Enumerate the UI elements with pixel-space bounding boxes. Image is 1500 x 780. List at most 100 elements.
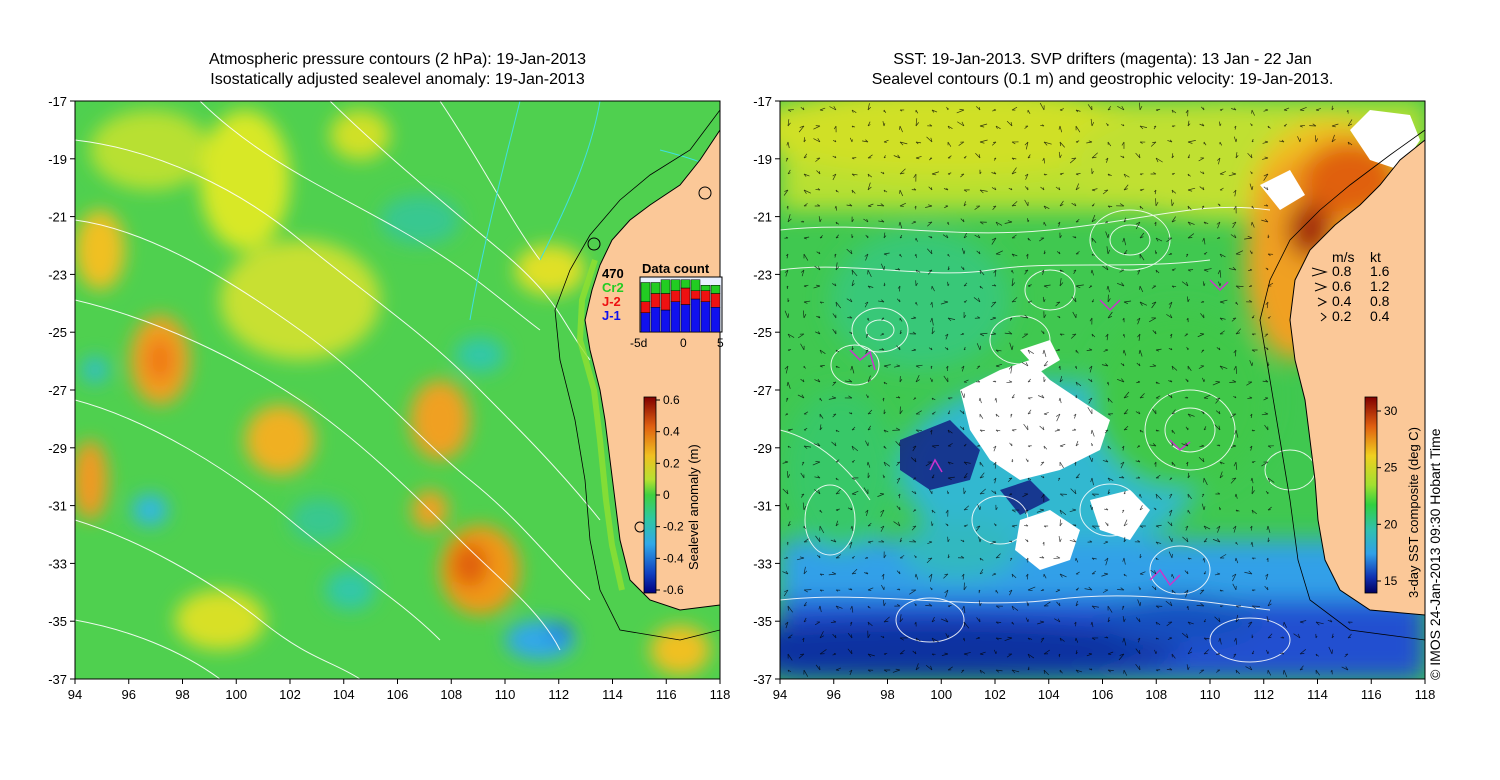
- right-lon-tick-2: 98: [880, 687, 894, 702]
- geostrophic-velocity-arrows: [782, 102, 1353, 678]
- velocity-legend: m/s kt 0.8 1.60.6 1.20.4 0.80.2 0.4: [1311, 249, 1390, 324]
- left-lat-tick-3: -23: [48, 267, 67, 282]
- left-lat-tick-10: -37: [48, 672, 67, 687]
- right-lon-tick-7: 108: [1145, 687, 1167, 702]
- count-bar-j2: [660, 293, 671, 311]
- count-bar-j2: [690, 290, 701, 300]
- australia-land: [584, 129, 720, 611]
- count-bar-j1: [660, 309, 671, 333]
- right-lon-tick-12: 118: [1415, 687, 1436, 702]
- right-lat-tick-2: -21: [753, 210, 772, 225]
- count-bar-cr2: [670, 279, 681, 291]
- left-lon-tick-4: 102: [279, 687, 301, 702]
- right-title-line1: SST: 19-Jan-2013. SVP drifters (magenta)…: [893, 51, 1312, 68]
- left-title-line2: Isostatically adjusted sealevel anomaly:…: [210, 71, 585, 88]
- right-title-line2: Sealevel contours (0.1 m) and geostrophi…: [871, 71, 1334, 88]
- right-lon-tick-1: 96: [827, 687, 841, 702]
- velocity-legend-kt-header: kt: [1370, 249, 1381, 265]
- right-lon-tick-0: 94: [773, 687, 787, 702]
- count-bar-cr2: [640, 282, 651, 302]
- count-bar-j2: [680, 287, 691, 305]
- right-lon-tick-8: 110: [1200, 687, 1221, 702]
- count-bar-j2: [640, 301, 651, 313]
- right-lat-tick-5: -27: [753, 383, 772, 398]
- left-lat-tick-6: -29: [48, 441, 67, 456]
- data-count-inset: Data count 470 Cr2 J-2 J-1 -5d 0 5: [602, 261, 724, 350]
- right-lon-ticks: 94 96 98 100 102 104 106 108 110 112 114 116 118: [773, 679, 1436, 702]
- velocity-legend-kt-2: 0.8: [1370, 293, 1390, 309]
- velocity-legend-arrow: [1311, 267, 1328, 277]
- velocity-legend-ms-1: 0.6: [1332, 278, 1352, 294]
- count-bar-j1: [670, 301, 681, 333]
- velocity-legend-ms-header: m/s: [1332, 249, 1355, 265]
- sealevel-anomaly-field: [75, 101, 720, 679]
- right-lat-tick-7: -31: [753, 499, 772, 514]
- left-lon-tick-12: 118: [710, 687, 731, 702]
- left-lon-tick-11: 116: [656, 687, 677, 702]
- count-bar-j1: [650, 307, 661, 333]
- count-bar-cr2: [680, 279, 691, 289]
- sealevel-colorbar: [643, 396, 657, 594]
- sst-colorbar-ticks: 30 25 20 15: [1377, 404, 1398, 588]
- sst-cb-tick-1: 25: [1384, 461, 1398, 475]
- left-lon-tick-9: 112: [548, 687, 569, 702]
- sealevel-cb-tick-4: -0.2: [663, 520, 684, 534]
- sealevel-colorbar-label: Sealevel anomaly (m): [686, 444, 701, 570]
- right-lat-tick-1: -19: [753, 152, 772, 167]
- right-map: -17 -19 -21 -23 -25 -27 -29 -31 -33 -35 -37 94 96 98…: [753, 94, 1436, 702]
- legend-j1: J-1: [602, 308, 621, 323]
- velocity-legend-arrow: [1320, 312, 1327, 322]
- left-lat-tick-1: -19: [48, 152, 67, 167]
- australia-land-right: [1289, 139, 1425, 616]
- sealevel-colorbar-ticks: 0.6 0.4 0.2 0 -0.2 -0.4 -0.6: [656, 393, 684, 597]
- velocity-legend-kt-1: 1.2: [1370, 278, 1390, 294]
- right-lon-tick-10: 114: [1307, 687, 1328, 702]
- left-map: -17 -19 -21 -23 -25 -27 -29 -31 -33 -35 -37 94 96 98…: [48, 94, 731, 702]
- sealevel-cb-tick-3: 0: [663, 488, 670, 502]
- left-lon-tick-5: 104: [333, 687, 355, 702]
- legend-j2: J-2: [602, 294, 621, 309]
- count-bar-cr2: [700, 285, 711, 291]
- right-lon-tick-6: 106: [1092, 687, 1114, 702]
- count-xtick-2: 5: [717, 336, 724, 350]
- count-bar-j2: [700, 290, 711, 302]
- left-lat-tick-0: -17: [48, 94, 67, 109]
- left-lat-tick-8: -33: [48, 556, 67, 571]
- right-lat-tick-4: -25: [753, 325, 772, 340]
- right-lat-ticks: -17 -19 -21 -23 -25 -27 -29 -31 -33 -35 -37: [753, 94, 780, 687]
- sst-colorbar: [1364, 396, 1378, 594]
- sst-cb-tick-3: 15: [1384, 574, 1398, 588]
- count-bar-cr2: [690, 279, 701, 291]
- left-lon-ticks: 94 96 98 100 102 104 106 108 110 112 114 116 118: [68, 679, 731, 702]
- count-bar-j1: [640, 312, 651, 333]
- velocity-legend-kt-3: 0.4: [1370, 308, 1390, 324]
- velocity-legend-ms-2: 0.4: [1332, 293, 1352, 309]
- count-xtick-1: 0: [680, 336, 687, 350]
- count-bar-j2: [710, 293, 721, 308]
- left-lat-tick-9: -35: [48, 614, 67, 629]
- right-lat-tick-6: -29: [753, 441, 772, 456]
- right-lon-tick-11: 116: [1361, 687, 1382, 702]
- left-lat-tick-2: -21: [48, 210, 67, 225]
- left-lon-tick-8: 110: [495, 687, 516, 702]
- left-lon-tick-7: 108: [440, 687, 462, 702]
- velocity-legend-arrow: [1314, 282, 1328, 292]
- velocity-legend-kt-0: 1.6: [1370, 263, 1390, 279]
- left-lon-tick-0: 94: [68, 687, 82, 702]
- left-title-line1: Atmospheric pressure contours (2 hPa): 1…: [208, 51, 587, 68]
- right-lon-tick-3: 100: [930, 687, 952, 702]
- sealevel-cb-tick-0: 0.6: [663, 393, 680, 407]
- right-lat-tick-9: -35: [753, 614, 772, 629]
- count-bar-cr2: [650, 282, 661, 294]
- legend-cr2: Cr2: [602, 280, 624, 295]
- imos-credit: © IMOS 24-Jan-2013 09:30 Hobart Time: [1427, 428, 1443, 680]
- right-lon-tick-9: 112: [1253, 687, 1274, 702]
- count-bar-j2: [670, 290, 681, 302]
- right-lat-tick-8: -33: [753, 556, 772, 571]
- left-lat-ticks: -17 -19 -21 -23 -25 -27 -29 -31 -33 -35 -37: [48, 94, 75, 687]
- velocity-legend-ms-3: 0.2: [1332, 308, 1352, 324]
- left-lat-tick-5: -27: [48, 383, 67, 398]
- right-lon-tick-4: 102: [984, 687, 1006, 702]
- left-lon-tick-3: 100: [225, 687, 247, 702]
- count-bar-j1: [680, 304, 691, 333]
